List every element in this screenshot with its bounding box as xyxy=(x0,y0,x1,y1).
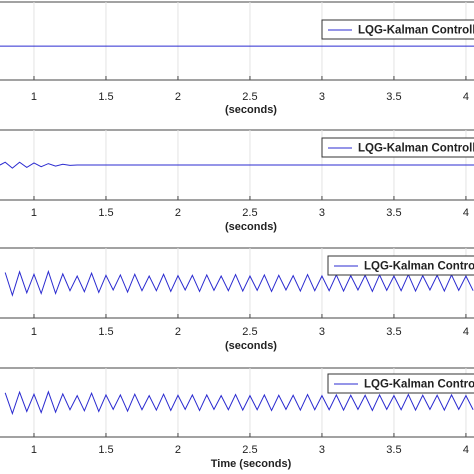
axes-background xyxy=(0,1,474,81)
legend-label: LQG-Kalman Controller xyxy=(358,143,474,155)
x-tick-label: 2.5 xyxy=(242,91,257,103)
x-tick-label: 2 xyxy=(175,207,181,219)
legend-box xyxy=(321,19,474,40)
x-tick-label: 1 xyxy=(31,444,37,456)
x-tick-label: 3 xyxy=(319,326,325,338)
legend-box xyxy=(327,255,474,276)
x-tick-label: 3 xyxy=(319,444,325,456)
legend-box xyxy=(321,137,474,158)
series-line xyxy=(4,269,474,297)
x-tick-label: 4 xyxy=(463,326,469,338)
x-tick-label: 4 xyxy=(463,444,469,456)
x-tick-label: 2.5 xyxy=(242,326,257,338)
x-tick-label: 3.5 xyxy=(386,207,401,219)
x-axis-label: (seconds) xyxy=(225,104,277,116)
x-tick-label: 2.5 xyxy=(242,444,257,456)
x-tick-label: 3.5 xyxy=(386,91,401,103)
series-line xyxy=(4,390,474,416)
x-tick-label: 1 xyxy=(31,207,37,219)
x-tick-label: 2 xyxy=(175,326,181,338)
x-tick-label: 1 xyxy=(31,326,37,338)
series-line xyxy=(0,161,474,169)
legend-box xyxy=(327,373,474,394)
x-tick-label: 1 xyxy=(31,91,37,103)
legend-label: LQG-Kalman Controller xyxy=(358,25,474,37)
x-tick-label: 3.5 xyxy=(386,444,401,456)
x-tick-label: 3 xyxy=(319,91,325,103)
x-tick-label: 2 xyxy=(175,91,181,103)
x-tick-label: 1.5 xyxy=(98,444,113,456)
x-tick-label: 1.5 xyxy=(98,326,113,338)
x-tick-label: 2.5 xyxy=(242,207,257,219)
x-tick-label: 1.5 xyxy=(98,91,113,103)
x-axis-label: (seconds) xyxy=(225,221,277,233)
x-axis-label: Time (seconds) xyxy=(211,458,292,470)
x-tick-label: 3 xyxy=(319,207,325,219)
x-axis-label: (seconds) xyxy=(225,340,277,352)
legend-label: LQG-Kalman Controller xyxy=(364,261,474,273)
x-tick-label: 2 xyxy=(175,444,181,456)
x-tick-label: 4 xyxy=(463,91,469,103)
x-tick-label: 1.5 xyxy=(98,207,113,219)
x-tick-label: 4 xyxy=(463,207,469,219)
legend-label: LQG-Kalman Controller xyxy=(364,379,474,391)
x-tick-label: 3.5 xyxy=(386,326,401,338)
